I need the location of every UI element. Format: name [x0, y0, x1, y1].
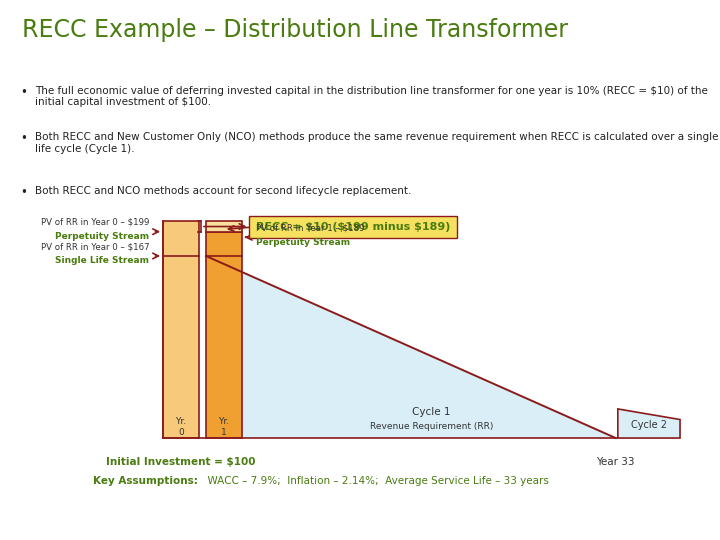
Text: •: •	[20, 86, 27, 99]
Text: Yr.
0: Yr. 0	[176, 417, 186, 437]
Text: WACC – 7.9%;  Inflation – 2.14%;  Average Service Life – 33 years: WACC – 7.9%; Inflation – 2.14%; Average …	[201, 476, 549, 485]
Text: RECC Example – Distribution Line Transformer: RECC Example – Distribution Line Transfo…	[22, 18, 567, 42]
FancyBboxPatch shape	[249, 216, 456, 238]
Text: •: •	[20, 186, 27, 199]
Text: •: •	[20, 132, 27, 145]
Polygon shape	[618, 409, 680, 438]
Text: Both RECC and New Customer Only (NCO) methods produce the same revenue requireme: Both RECC and New Customer Only (NCO) me…	[35, 132, 719, 154]
Text: Both RECC and NCO methods account for second lifecycle replacement.: Both RECC and NCO methods account for se…	[35, 186, 412, 196]
Text: Single Life Stream: Single Life Stream	[55, 256, 149, 266]
Text: Yr.
1: Yr. 1	[218, 417, 230, 437]
Text: 4: 4	[14, 510, 23, 524]
Text: Revenue Requirement (RR): Revenue Requirement (RR)	[370, 422, 493, 431]
Text: Key Assumptions:: Key Assumptions:	[93, 476, 197, 485]
Text: PV of RR in Year 1 – $189: PV of RR in Year 1 – $189	[256, 224, 364, 233]
Text: Initial Investment = $100: Initial Investment = $100	[107, 456, 256, 467]
Text: RECC = $10 ($199 minus $189): RECC = $10 ($199 minus $189)	[256, 222, 450, 232]
Polygon shape	[206, 256, 616, 438]
Text: Perpetuity Stream: Perpetuity Stream	[256, 238, 350, 247]
FancyBboxPatch shape	[163, 221, 199, 438]
FancyBboxPatch shape	[206, 232, 242, 438]
Text: Cycle 1: Cycle 1	[413, 407, 451, 417]
Text: Southern California Edison: Southern California Edison	[540, 510, 706, 524]
FancyBboxPatch shape	[206, 221, 242, 232]
Text: Perpetuity Stream: Perpetuity Stream	[55, 232, 149, 241]
Text: The full economic value of deferring invested capital in the distribution line t: The full economic value of deferring inv…	[35, 86, 708, 107]
Text: Cycle 2: Cycle 2	[631, 420, 667, 430]
Text: PV of RR in Year 0 – $167: PV of RR in Year 0 – $167	[40, 242, 149, 251]
Text: Year 33: Year 33	[596, 456, 635, 467]
Text: PV of RR in Year 0 – $199: PV of RR in Year 0 – $199	[41, 218, 149, 227]
